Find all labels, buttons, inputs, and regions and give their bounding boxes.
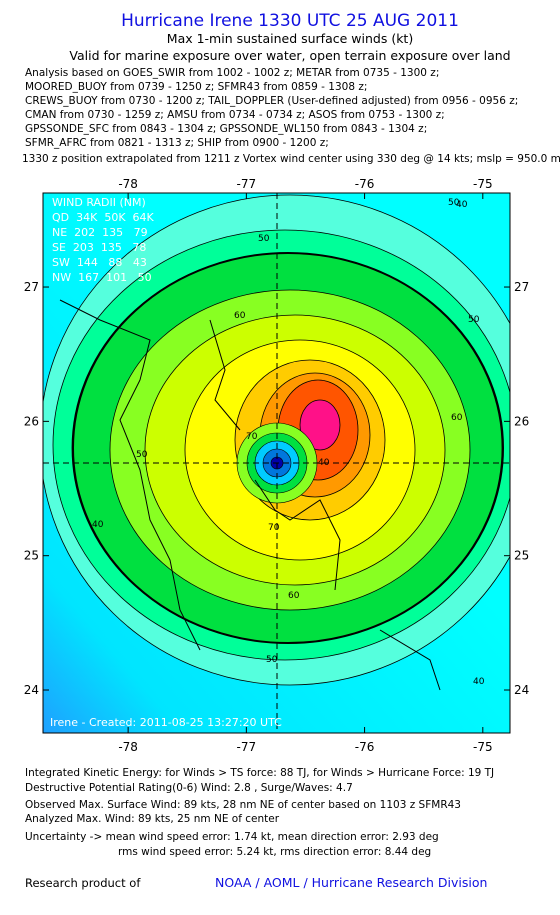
frame	[42, 192, 511, 734]
wind-radii-row: NE 202 135 79	[52, 226, 148, 239]
analysis-line: CMAN from 0730 - 1259 z; AMSU from 0734 …	[25, 109, 445, 121]
contour-label: 40	[456, 200, 468, 210]
wind-band	[299, 399, 341, 451]
title: Hurricane Irene 1330 UTC 25 AUG 2011	[121, 11, 459, 31]
footer-line: Integrated Kinetic Energy: for Winds > T…	[25, 767, 494, 779]
contour-label: 60	[288, 591, 300, 601]
x-tick-label-top: -78	[118, 177, 138, 191]
x-tick-label: -78	[118, 740, 138, 754]
org: NOAA / AOML / Hurricane Research Divisio…	[215, 875, 487, 890]
analysis-line: SFMR_AFRC from 0821 - 1313 z; SHIP from …	[25, 137, 329, 149]
contour-label: 50	[266, 655, 278, 665]
footer-line: rms wind speed error: 5.24 kt, rms direc…	[118, 846, 431, 858]
y-tick-label: 24	[24, 683, 39, 697]
analysis-line: MOORED_BUOY from 0739 - 1250 z; SFMR43 f…	[25, 81, 367, 93]
contour-label: 60	[234, 311, 246, 321]
coastline	[59, 299, 441, 691]
hurricane-contour	[72, 252, 504, 644]
y-tick-label-right: 25	[514, 549, 529, 563]
footer-line: Analyzed Max. Wind: 89 kts, 25 nm NE of …	[25, 813, 280, 825]
y-tick-label-right: 26	[514, 414, 529, 428]
y-tick-label: 26	[24, 414, 39, 428]
analysis-line: CREWS_BUOY from 0730 - 1200 z; TAIL_DOPP…	[25, 95, 518, 107]
x-tick-label: -75	[473, 740, 493, 754]
contour-label: 50	[468, 315, 480, 325]
x-tick-label: -76	[355, 740, 375, 754]
footer: Integrated Kinetic Energy: for Winds > T…	[25, 767, 494, 858]
contour-label: 60	[451, 413, 463, 423]
wind-radii-row: QD 34K 50K 64K	[52, 211, 155, 224]
footer-line: Destructive Potential Rating(0-6) Wind: …	[25, 782, 353, 794]
contour-label: 70	[268, 523, 280, 533]
subtitle: Max 1-min sustained surface winds (kt)	[167, 31, 413, 46]
analysis-line: GPSSONDE_SFC from 0843 - 1304 z; GPSSOND…	[25, 123, 427, 135]
y-tick-label: 27	[24, 280, 39, 294]
footer-line: Uncertainty -> mean wind speed error: 1.…	[25, 831, 439, 843]
wind-radii-row: WIND RADII (NM)	[52, 196, 146, 209]
wind-radii-row: NW 167 101 50	[52, 271, 152, 284]
x-tick-label-top: -76	[355, 177, 375, 191]
wind-radii-row: SW 144 88 43	[52, 256, 147, 269]
credit: Research product of	[25, 876, 141, 890]
x-tick-label-top: -77	[237, 177, 257, 191]
footer-line: Observed Max. Surface Wind: 89 kts, 28 n…	[25, 799, 461, 811]
validity: Valid for marine exposure over water, op…	[69, 48, 510, 63]
y-tick-label-right: 24	[514, 683, 529, 697]
contour-label: 50	[258, 234, 270, 244]
axes: -78 -78 -77 -77 -76 -76 -75 -75 24 24 25 25 26 26 27 27	[24, 177, 530, 754]
x-tick-label: -77	[237, 740, 257, 754]
contour-label: 40	[318, 458, 330, 468]
wind-radii-row: SE 203 135 78	[52, 241, 146, 254]
watermark: Irene - Created: 2011-08-25 13:27:20 UTC	[50, 716, 282, 729]
x-tick-label-top: -75	[473, 177, 493, 191]
contour-label: 40	[92, 520, 104, 530]
contour-label: 40	[473, 677, 485, 687]
contour-label: 50	[136, 450, 148, 460]
contour-label: 70	[246, 432, 258, 442]
y-tick-label: 25	[24, 549, 39, 563]
position-line: 1330 z position extrapolated from 1211 z…	[22, 153, 560, 165]
y-tick-label-right: 27	[514, 280, 529, 294]
analysis-line: Analysis based on GOES_SWIR from 1002 - …	[25, 67, 439, 79]
analysis-lines: Analysis based on GOES_SWIR from 1002 - …	[25, 67, 518, 149]
contour-label: 50	[448, 198, 460, 208]
